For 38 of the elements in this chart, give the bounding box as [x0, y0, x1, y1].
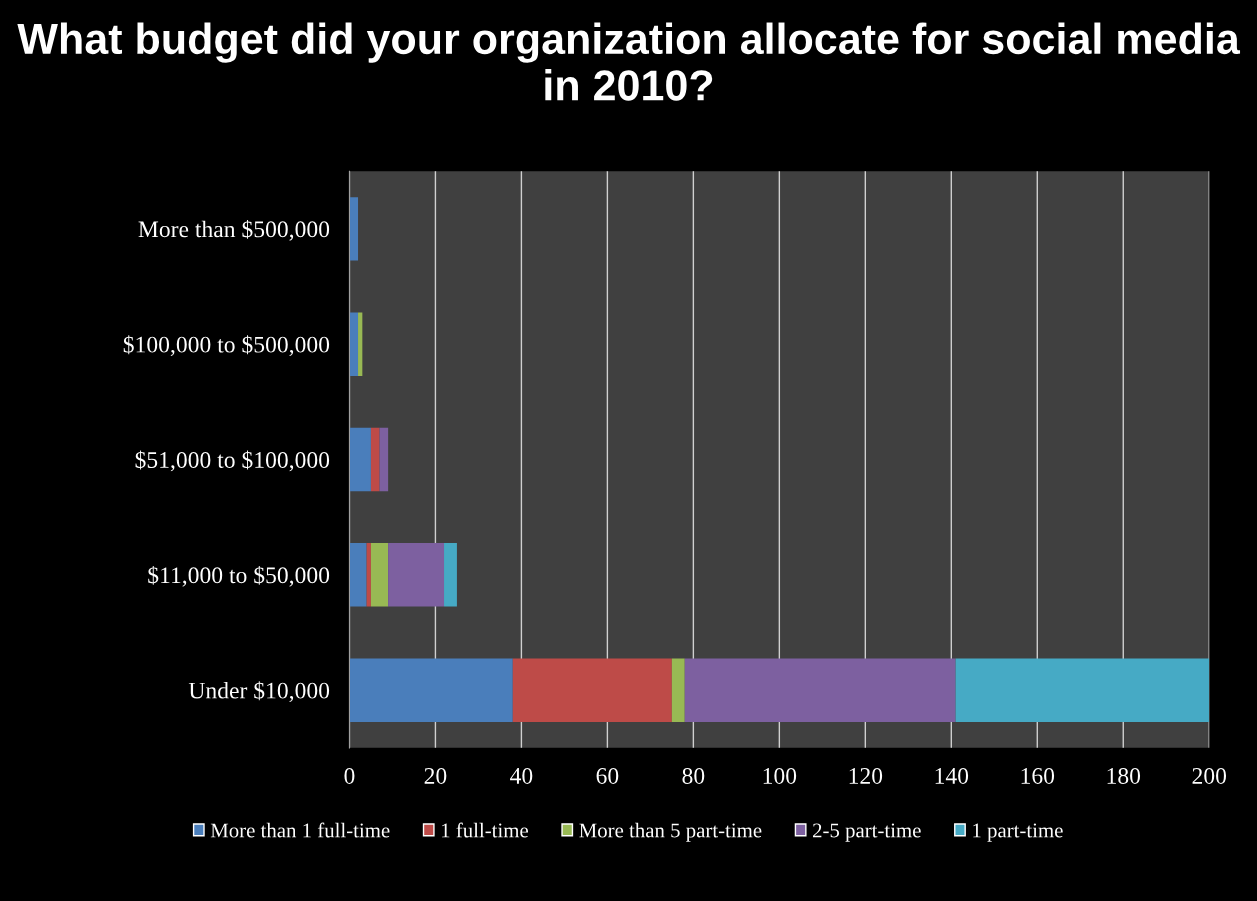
- x-tick-label: 100: [763, 767, 797, 784]
- x-tick-label: 180: [1107, 767, 1141, 784]
- y-tick-label: $51,000 to $100,000: [135, 450, 330, 472]
- bar: [349, 543, 367, 607]
- bar: [370, 427, 380, 492]
- x-tick-label: 60: [596, 767, 619, 784]
- chart-title: What budget did your organization allocate for social media in 2010?: [17, 22, 1241, 101]
- bar: [512, 658, 672, 722]
- x-tick-label: 80: [682, 767, 705, 784]
- bar: [349, 197, 359, 261]
- bar: [349, 427, 371, 492]
- bar: [671, 658, 685, 722]
- y-tick-label: $11,000 to $50,000: [148, 565, 330, 587]
- bar: [444, 543, 457, 607]
- x-tick-label: 40: [510, 767, 533, 784]
- bar: [366, 543, 371, 607]
- x-tick-label: 0: [344, 767, 355, 784]
- y-tick-label: $100,000 to $500,000: [123, 335, 330, 356]
- legend-label: More than 1 full-time: [210, 822, 390, 838]
- y-tick-label: Under $10,000: [188, 681, 330, 702]
- x-tick-label: 20: [424, 767, 447, 784]
- x-tick-label: 200: [1192, 767, 1227, 784]
- bar: [349, 658, 513, 722]
- bar: [955, 658, 1210, 722]
- x-tick-label: 140: [935, 767, 969, 784]
- legend-label: 1 full-time: [442, 822, 528, 838]
- x-tick-label: 120: [849, 767, 883, 784]
- bar: [349, 312, 359, 376]
- bar: [370, 543, 389, 607]
- y-tick-label: More than $500,000: [138, 219, 330, 241]
- legend-label: 1 part-time: [973, 823, 1063, 842]
- bar: [388, 543, 445, 607]
- bar: [379, 427, 389, 492]
- bar: [684, 658, 956, 722]
- legend-label: More than 5 part-time: [579, 822, 762, 842]
- x-tick-label: 160: [1021, 767, 1055, 784]
- bar: [358, 312, 363, 376]
- legend-label: 2-5 part-time: [813, 823, 921, 842]
